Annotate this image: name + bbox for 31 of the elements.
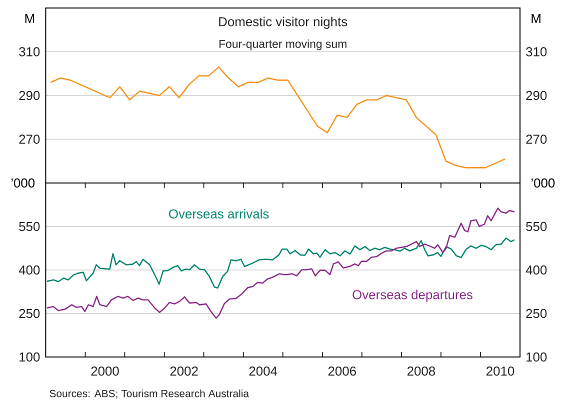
text: Domestic visitor nights: [219, 16, 348, 29]
text: Four-quarter moving sum: [219, 40, 346, 50]
y-tick-label: 550: [19, 222, 40, 232]
y2-tick-label: 290: [526, 91, 547, 100]
x-tick-label: 2002: [170, 366, 198, 376]
y2-axis-title: M: [532, 14, 540, 24]
y2-tick-label: 550: [526, 222, 547, 232]
line-series: [46, 208, 516, 319]
y2-tick-label: 250: [526, 309, 547, 318]
x-tick-label: 2004: [249, 366, 278, 376]
x-tick-label: 2010: [486, 366, 514, 376]
y2-tick-label: 100: [526, 352, 547, 362]
text: Overseas arrivals: [169, 209, 269, 219]
y-axis-title: ’000: [11, 178, 35, 188]
series-label: Overseas departures: [352, 290, 472, 302]
y2-tick-label: 400: [526, 266, 547, 275]
y-tick-label: 400: [18, 266, 40, 275]
y2-tick-label: 270: [526, 134, 547, 144]
x-tick-label: 2006: [328, 366, 356, 376]
y-tick-label: 310: [19, 47, 40, 56]
y-axis-title: M: [25, 14, 34, 24]
y-tick-label: 270: [19, 134, 40, 144]
y-tick-label: 100: [20, 352, 40, 362]
y2-axis-title: ’000: [531, 178, 555, 188]
y2-tick-label: 310: [526, 47, 547, 56]
y-tick-label: 290: [19, 91, 40, 100]
x-tick-label: 2000: [91, 366, 119, 376]
source-note: Sources: ABS; Tourism Research Australia: [50, 390, 249, 399]
y-tick-label: 250: [19, 309, 40, 318]
line-series: [46, 238, 516, 289]
x-tick-label: 2008: [407, 366, 436, 376]
